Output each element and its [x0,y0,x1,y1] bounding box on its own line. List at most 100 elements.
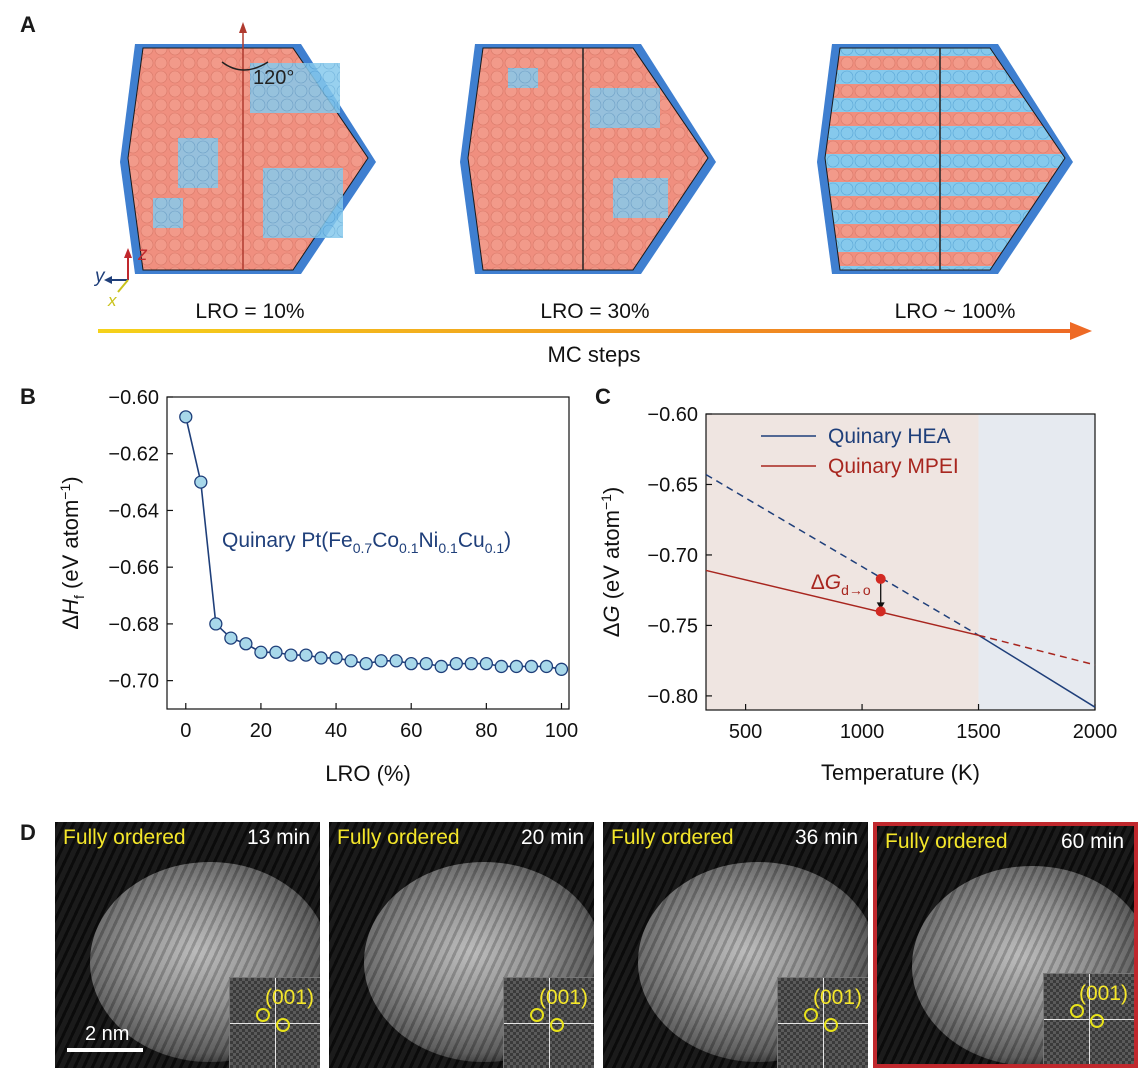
data-point [284,648,298,662]
panel-d-letter: D [20,820,36,845]
x-tick-label: 500 [729,721,762,743]
miller-index-label: (001) [264,986,314,1009]
data-point [509,659,524,674]
y-axis-title: ΔHf (eV atom−1) [57,476,87,629]
x-tick-label: 100 [545,720,578,742]
mc-steps-arrowhead [1070,322,1092,340]
disordered-patch [508,68,538,88]
y-tick-label: −0.70 [108,671,159,693]
disordered-patch [263,168,343,238]
scale-bar-label: 2 nm [85,1023,130,1045]
lro-label-3: LRO ~ 100% [895,300,1016,323]
x-tick-label: 20 [250,720,272,742]
y-tick-label: −0.75 [647,615,698,637]
data-point [254,645,268,659]
miller-index-label: (001) [1078,982,1128,1005]
data-point [209,617,223,631]
micrograph-13min: Fully ordered 13 min (001) 2 nm [55,822,320,1068]
mpei-solid-line [705,569,979,637]
fft-inset [1043,973,1134,1064]
y-tick-label: −0.66 [108,557,159,579]
x-axis-title: Temperature (K) [821,760,980,785]
lro-label-2: LRO = 30% [540,300,649,323]
delta-g-point-ordered [875,606,886,617]
x-tick-label: 1000 [840,721,885,743]
data-point [329,651,343,665]
data-point [194,475,208,489]
disordered-patch [613,178,668,218]
rotation-arc [221,61,269,71]
x-tick-label: 2000 [1073,721,1118,743]
legend-mpei-label: Quinary MPEI [828,455,959,478]
y-tick-label: −0.70 [647,545,698,567]
data-point [479,656,493,671]
panel-c-letter: C [595,384,611,409]
fft-inset [503,977,594,1068]
mpei-dashed-line [978,634,1096,666]
miller-index-label: (001) [538,986,588,1009]
delta-g-arrowhead [876,602,885,610]
chart-c: 500 1000 1500 2000 −0.60 −0.65 −0.70 −0.75 −0.80… [598,404,1118,785]
data-point [434,659,448,674]
data-point [524,659,539,674]
micrograph-36min: Fully ordered 36 min (001) [603,822,868,1068]
data-point [224,631,238,645]
y-axis-title: ΔG (eV atom−1) [598,487,624,638]
data-point [404,656,418,671]
disordered-patch [178,138,218,188]
hea-solid-line [978,634,1096,708]
panel-a-figure: 120° z y x LRO = 10% LRO = 30% LRO ~ 100… [93,22,1092,367]
data-point [269,645,283,659]
axis-triad: z y x [93,244,148,310]
y-tick-label: −0.60 [108,387,159,409]
axis-x-label: x [107,291,117,310]
hea-dashed-line [705,473,979,636]
disordered-patch [590,88,660,128]
data-point [299,648,313,662]
rotation-axis-arrowhead [239,22,247,33]
fft-inset [777,977,868,1068]
low-temperature-region [706,414,979,710]
chart-b: 0 20 40 60 80 100 −0.60 −0.62 −0.64 −0.66 −0.68 −0.… [57,387,578,786]
micrograph-60min: Fully ordered 60 min (001) [873,822,1138,1068]
micrograph-time-label: 20 min [520,826,584,849]
data-point [374,654,388,668]
data-point [239,637,253,651]
y-tick-label: −0.68 [108,614,159,636]
data-point [554,662,569,676]
panel-a-letter: A [20,12,36,37]
data-point [449,656,463,671]
disordered-patch [153,198,183,228]
micrograph-20min: Fully ordered 20 min (001) [329,822,594,1068]
mc-steps-label: MC steps [548,342,641,367]
y-tick-label: −0.65 [647,474,698,496]
data-point [359,656,373,671]
data-point [494,659,509,674]
chart-annotation: Quinary Pt(Fe0.7Co0.1Ni0.1Cu0.1) [222,529,511,556]
data-point [419,656,433,671]
data-point [314,651,328,665]
miller-index-label: (001) [812,986,862,1009]
micrograph-state-label: Fully ordered [63,826,186,849]
data-point [179,410,193,424]
x-tick-label: 0 [180,720,191,742]
rotation-label: 120° [253,67,294,89]
x-tick-label: 60 [400,720,422,742]
axis-y-label: y [93,266,106,287]
micrograph-state-label: Fully ordered [611,826,734,849]
data-point [539,659,554,674]
x-tick-label: 80 [475,720,497,742]
plot-frame [705,413,1096,711]
particle-ordered-region [467,47,709,271]
data-point [344,654,358,668]
high-temperature-region [978,414,1095,710]
axis-z-label: z [137,244,148,265]
mc-steps-arrow [98,329,1073,333]
x-tick-label: 40 [325,720,347,742]
x-axis-title: LRO (%) [325,761,411,786]
data-point [464,656,478,671]
y-tick-label: −0.80 [647,686,698,708]
micrograph-state-label: Fully ordered [885,830,1008,853]
y-tick-label: −0.60 [647,404,698,426]
disordered-patch [250,63,340,113]
